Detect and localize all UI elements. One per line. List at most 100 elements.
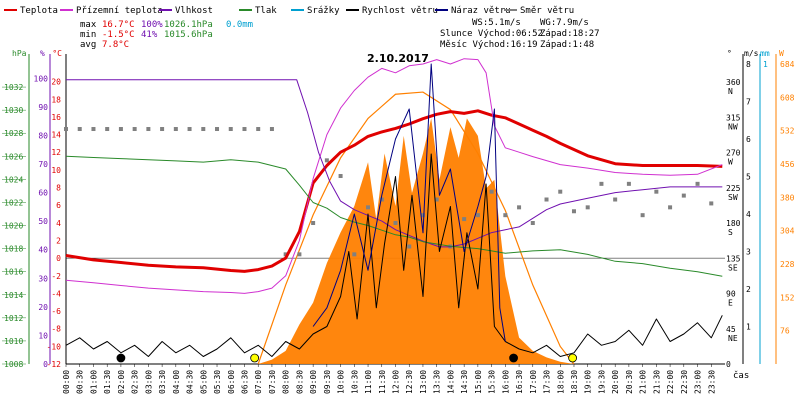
tick-x-39: 19:30 — [597, 370, 606, 394]
stat-min-temp: -1.5°C — [102, 30, 135, 40]
tick-x-19: 09:30 — [323, 370, 332, 394]
tick-ms-6: 6 — [746, 135, 751, 144]
tick-ms-5: 5 — [746, 173, 751, 182]
wind-dir-point-15 — [269, 127, 274, 132]
tick-x-43: 21:30 — [652, 370, 661, 394]
legend-label-5: Rychlost větru — [362, 6, 438, 16]
wind-dir-point-38 — [585, 205, 590, 210]
axes: hPa1008101010121014101610181020102210241… — [2, 49, 795, 394]
tick-hpa-5: 1018 — [4, 245, 23, 254]
wind-dir-point-31 — [489, 189, 494, 194]
tick-hpa-9: 1026 — [4, 152, 23, 161]
wind-dir-point-40 — [613, 197, 618, 202]
wind-dir-point-33 — [517, 205, 522, 210]
tick-x-23: 11:30 — [378, 370, 387, 394]
tick-x-30: 15:00 — [474, 370, 483, 394]
tick-x-8: 04:00 — [172, 370, 181, 394]
tick-dir-name-2: E — [728, 299, 733, 308]
stats-block: max 16.7°C 100% 1026.1hPa 0.0mm min -1.5… — [80, 20, 253, 50]
marker-sun-set — [568, 353, 578, 363]
tick-x-29: 14:30 — [460, 370, 469, 394]
wind-dir-point-26 — [420, 213, 425, 218]
tick-hpa-6: 1020 — [4, 222, 23, 231]
tick-dir-name-3: SE — [728, 263, 738, 272]
tick-temp-15: 18 — [51, 95, 61, 104]
plot-area — [64, 58, 723, 365]
wind-dir-point-27 — [434, 197, 439, 202]
wind-dir-point-8 — [173, 127, 178, 132]
tick-hpa-0: 1008 — [4, 360, 23, 369]
tick-dir-8: 360 — [726, 78, 741, 87]
wind-dir-point-9 — [187, 127, 192, 132]
tick-x-6: 03:00 — [144, 370, 153, 394]
wind-dir-point-19 — [324, 158, 329, 163]
series-line-2 — [66, 79, 723, 248]
tick-x-13: 06:30 — [240, 370, 249, 394]
wind-dir-point-32 — [503, 213, 508, 218]
tick-dir-2: 90 — [726, 290, 736, 299]
tick-dir-5: 225 — [726, 184, 741, 193]
tick-temp-6: 0 — [56, 254, 61, 263]
tick-x-21: 10:30 — [350, 370, 359, 394]
tick-temp-10: 8 — [56, 184, 61, 193]
stat-max-label: max — [80, 20, 97, 30]
tick-hpa-4: 1016 — [4, 268, 23, 277]
legend-label-2: Vlhkost — [175, 6, 213, 16]
wind-dir-point-14 — [256, 127, 261, 132]
info-wind-speed: WS:5.1m/s — [472, 18, 521, 28]
tick-dir-6: 270 — [726, 149, 741, 158]
tick-wm2-8: 608 — [780, 93, 795, 102]
tick-dir-name-6: W — [728, 158, 733, 167]
tick-x-12: 06:00 — [227, 370, 236, 394]
stat-max-pressure: 1026.1hPa — [164, 20, 213, 30]
tick-hpa-7: 1022 — [4, 198, 23, 207]
tick-x-10: 05:00 — [199, 370, 208, 394]
tick-ms-3: 3 — [746, 248, 751, 257]
marker-moon-set — [116, 353, 126, 363]
tick-x-7: 03:30 — [158, 370, 167, 394]
tick-ms-1: 1 — [746, 323, 751, 332]
info-moonset: Západ:1:48 — [540, 40, 594, 50]
tick-pct-10: 100 — [34, 74, 49, 83]
wind-dir-point-39 — [599, 181, 604, 186]
stat-max-temp: 16.7°C — [102, 20, 135, 30]
info-wind-gust: WG:7.9m/s — [540, 18, 589, 28]
axis-hpa-label: hPa — [12, 49, 27, 58]
tick-x-47: 23:30 — [707, 370, 716, 394]
tick-hpa-10: 1028 — [4, 129, 23, 138]
tick-temp-16: 20 — [51, 78, 61, 87]
tick-dir-3: 135 — [726, 254, 741, 263]
tick-x-32: 16:00 — [501, 370, 510, 394]
tick-x-0: 00:00 — [62, 370, 71, 394]
wind-dir-point-17 — [297, 252, 302, 257]
tick-ms-2: 2 — [746, 285, 751, 294]
tick-wm2-2: 152 — [780, 293, 795, 302]
info-moonrise: Měsíc Východ:16:19 — [440, 40, 538, 50]
theoretical-radiation-line — [257, 91, 575, 365]
tick-pct-3: 30 — [38, 274, 48, 283]
tick-dir-4: 180 — [726, 219, 741, 228]
tick-x-20: 10:00 — [337, 370, 346, 394]
tick-temp-11: 10 — [51, 166, 61, 175]
tick-x-3: 01:30 — [103, 370, 112, 394]
tick-x-5: 02:30 — [131, 370, 140, 394]
tick-wm2-3: 228 — [780, 260, 795, 269]
tick-pct-1: 10 — [38, 331, 48, 340]
tick-dir-1: 45 — [726, 325, 736, 334]
tick-ms-8: 8 — [746, 60, 751, 69]
wind-dir-point-30 — [475, 213, 480, 218]
wind-dir-point-0 — [64, 127, 68, 132]
tick-wm2-6: 456 — [780, 160, 795, 169]
series-line-4 — [65, 153, 723, 357]
tick-ms-7: 7 — [746, 98, 751, 107]
tick-dir-7: 315 — [726, 113, 741, 122]
stat-min-label: min — [80, 30, 96, 40]
wind-dir-point-43 — [654, 189, 659, 194]
wind-dir-point-34 — [530, 221, 535, 226]
wind-dir-point-4 — [118, 127, 123, 132]
series-line-1 — [65, 58, 723, 294]
tick-pct-0: 0 — [43, 360, 48, 369]
info-block: WS:5.1m/s WG:7.9m/s Slunce Východ:06:52 … — [440, 18, 600, 50]
legend: Teplota Přízemní teplota Vlhkost Tlak Srážky… — [4, 6, 574, 16]
wind-dir-point-10 — [201, 127, 206, 132]
